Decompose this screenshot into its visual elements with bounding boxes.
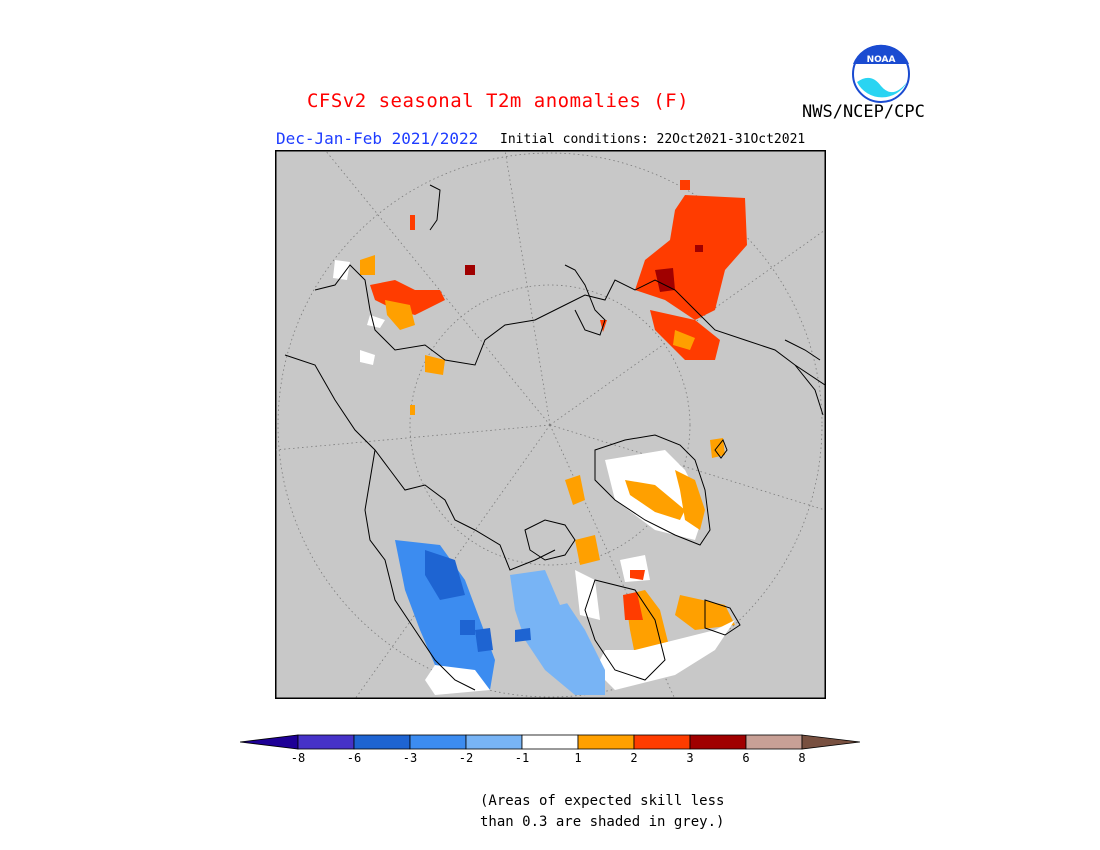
legend-bin (745, 734, 803, 750)
legend-tick-label: 2 (630, 751, 638, 765)
legend-tick-label: 6 (742, 751, 750, 765)
footnote-line1: (Areas of expected skill less (480, 793, 725, 809)
footnote-line2: than 0.3 are shaded in grey.) (480, 814, 725, 830)
graticule (276, 151, 825, 698)
legend-tick-label: -6 (346, 751, 362, 765)
greenland-anomalies (565, 438, 735, 690)
legend-bin (521, 734, 579, 750)
noaa-logo: NOAA (850, 43, 912, 105)
eurasia-anomalies (333, 180, 747, 415)
skill-footnote: (Areas of expected skill less than 0.3 a… (480, 791, 724, 833)
legend-bin (465, 734, 523, 750)
legend-bin (240, 734, 299, 750)
legend-bin (801, 734, 860, 750)
svg-text:NOAA: NOAA (867, 55, 896, 65)
legend-tick-label: 3 (686, 751, 694, 765)
legend-bin (633, 734, 691, 750)
period-label: Dec-Jan-Feb 2021/2022 (276, 129, 479, 148)
legend-bin (297, 734, 355, 750)
legend-tick-label: -3 (402, 751, 418, 765)
map-title: CFSv2 seasonal T2m anomalies (F) (306, 90, 690, 112)
legend-bin (689, 734, 747, 750)
legend-bin (353, 734, 411, 750)
color-legend (240, 734, 860, 750)
initial-conditions: Initial conditions: 22Oct2021-31Oct2021 (500, 132, 806, 147)
legend-tick-label: -2 (458, 751, 474, 765)
legend-tick-label: -1 (514, 751, 530, 765)
polar-map (275, 150, 826, 699)
legend-tick-label: 1 (574, 751, 582, 765)
legend-bin (409, 734, 467, 750)
agency-label: NWS/NCEP/CPC (802, 102, 925, 122)
legend-tick-label: -8 (290, 751, 306, 765)
legend-bin (577, 734, 635, 750)
coastlines (284, 184, 825, 691)
legend-tick-label: 8 (798, 751, 806, 765)
